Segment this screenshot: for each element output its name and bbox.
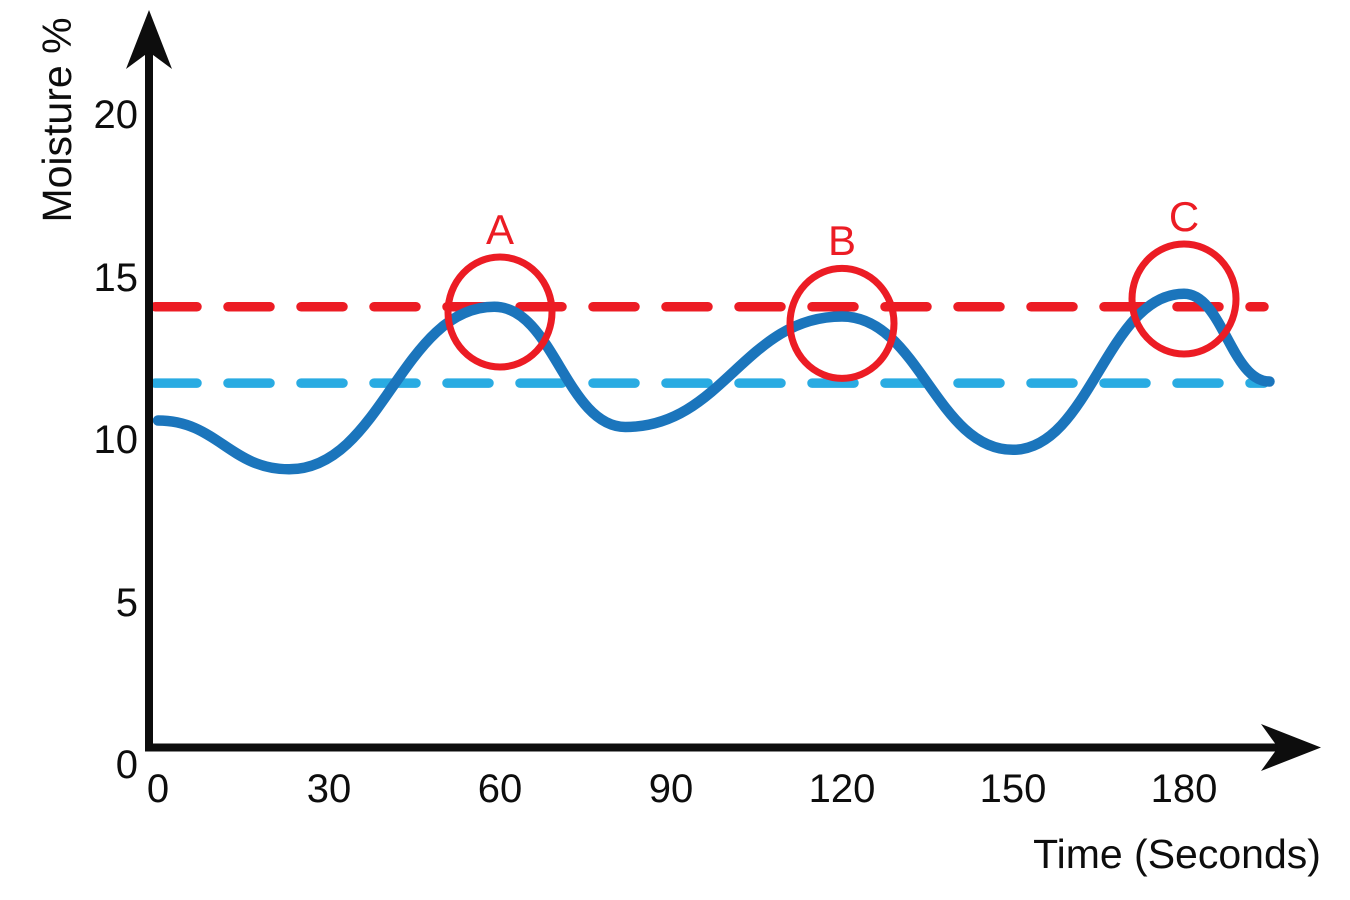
y-tick-label-5: 5 [115, 580, 138, 625]
annotation-label-b: B [827, 217, 857, 265]
y-tick-label-20: 20 [93, 93, 139, 137]
x-tick-label-0: 0 [146, 767, 170, 811]
y-axis-title: Moisture % [34, 17, 80, 223]
annotation-circle-c [1128, 240, 1240, 358]
annotation-label-a: A [485, 206, 515, 253]
x-tick-label-180: 180 [1150, 767, 1218, 811]
annotation-label-c: C [1168, 193, 1200, 240]
y-tick-label-0: 0 [115, 743, 138, 787]
threshold-lines-group [150, 302, 1269, 388]
moisture-curve [152, 288, 1275, 475]
x-tick-label-150: 150 [979, 767, 1047, 811]
y-tick-label-15: 15 [93, 255, 139, 300]
annotation-circle-b [786, 264, 898, 382]
x-tick-label-90: 90 [648, 767, 694, 811]
y-axis-arrowhead-icon [126, 10, 172, 69]
annotation-circles-group [444, 240, 1240, 382]
x-tick-label-30: 30 [306, 767, 352, 811]
x-tick-label-60: 60 [477, 767, 523, 811]
y-tick-label-10: 10 [93, 418, 139, 462]
x-axis-title: Time (Seconds) [1033, 831, 1321, 877]
x-axis-arrowhead-icon [1261, 724, 1321, 771]
annotation-circle-a [444, 253, 556, 371]
x-tick-label-120: 120 [808, 767, 876, 811]
